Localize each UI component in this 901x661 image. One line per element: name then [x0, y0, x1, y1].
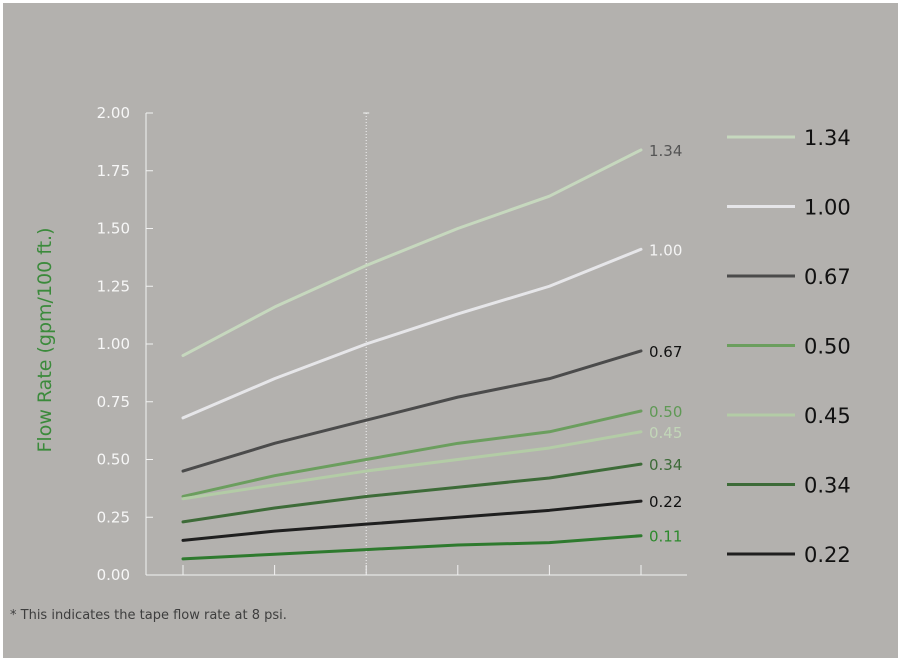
- series-line-1.00: [181, 247, 643, 420]
- series-line-1.34: [181, 148, 643, 358]
- y-axis-title: Flow Rate (gpm/100 ft.): [34, 227, 56, 452]
- legend-label: 0.67: [804, 265, 851, 289]
- footnote: * This indicates the tape flow rate at 8…: [10, 608, 287, 623]
- series-line-0.67: [181, 349, 643, 473]
- chart-panel: 0.00 0.25 0.50 0.75 1.00 1.25 1.50 1.75 2.00 Flow…: [3, 3, 898, 658]
- series-end-label: 0.34: [649, 456, 682, 474]
- legend-label: 0.34: [804, 474, 851, 498]
- y-tick-label: 0.75: [97, 393, 130, 411]
- series-line-0.34: [181, 462, 643, 524]
- legend-label: 0.45: [804, 404, 851, 428]
- y-tick-label: 0.00: [97, 566, 130, 584]
- series-line-0.11: [181, 534, 643, 561]
- series-end-label: 0.45: [649, 424, 682, 442]
- legend-label: 0.22: [804, 543, 851, 567]
- legend-label: 0.50: [804, 335, 851, 359]
- y-tick-label: 1.00: [97, 335, 130, 353]
- y-tick-label: 1.75: [97, 162, 130, 180]
- y-tick-label: 2.00: [97, 104, 130, 122]
- series-line-0.45: [181, 430, 643, 501]
- legend-label: 1.34: [804, 126, 851, 150]
- series-line-0.22: [181, 499, 643, 542]
- series-end-label: 0.50: [649, 403, 682, 421]
- series-end-label: 0.22: [649, 493, 682, 511]
- y-tick-label: 1.25: [97, 277, 130, 295]
- flow-rate-chart: 0.00 0.25 0.50 0.75 1.00 1.25 1.50 1.75 2.00 Flow…: [34, 104, 851, 584]
- series-end-label: 0.67: [649, 343, 682, 361]
- series-end-label: 1.34: [649, 142, 682, 160]
- y-tick-label: 0.50: [97, 451, 130, 469]
- y-tick-label: 0.25: [97, 508, 130, 526]
- series-end-label: 1.00: [649, 241, 682, 259]
- series-line-0.50: [181, 409, 643, 498]
- legend-label: 1.00: [804, 196, 851, 220]
- series-end-label: 0.11: [649, 528, 682, 546]
- y-tick-label: 1.50: [97, 220, 130, 238]
